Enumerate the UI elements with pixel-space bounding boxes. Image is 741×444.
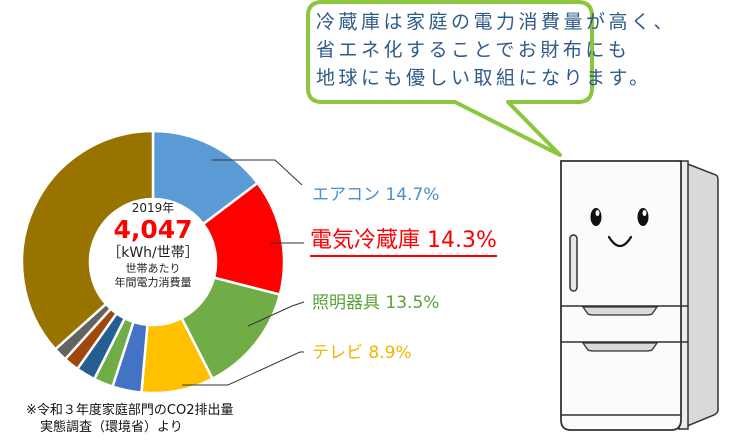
bubble-line-2: 省エネ化することでお財布にも — [316, 39, 631, 61]
donut-slice-9 — [20, 129, 155, 352]
center-desc-2: 年間電力消費量 — [114, 276, 192, 289]
center-desc-1: 世帯あたり — [125, 262, 181, 275]
speech-bubble-text: 冷蔵庫は家庭の電力消費量が高く、 省エネ化することでお財布にも 地球にも優しい取… — [316, 8, 677, 92]
drawer-handle-1 — [581, 306, 659, 316]
source-line-1: ※令和３年度家庭部門のCO2排出量 — [26, 403, 234, 418]
donut-slices — [20, 129, 286, 395]
fridge-door-handle — [569, 234, 578, 292]
fridge-eye-left — [590, 208, 602, 226]
donut-center-label: 2019年 4,047 ［kWh/世帯］ 世帯あたり 年間電力消費量 — [93, 200, 213, 290]
center-unit: ［kWh/世帯］ — [107, 245, 199, 261]
bubble-line-1: 冷蔵庫は家庭の電力消費量が高く、 — [316, 11, 677, 33]
fridge-smile — [607, 235, 633, 248]
fridge-eye-right — [637, 208, 649, 226]
leader-lines — [182, 159, 305, 386]
legend-air-conditioner: エアコン 14.7% — [312, 185, 440, 205]
legend-tv: テレビ 8.9% — [312, 343, 412, 363]
drawer-handle-2 — [581, 342, 659, 352]
source-line-2: 実態調査（環境省）より — [40, 420, 183, 435]
legend-refrigerator: 電気冷蔵庫 14.3% — [310, 228, 497, 257]
bubble-line-3: 地球にも優しい取組になります。 — [316, 67, 652, 89]
source-note: ※令和３年度家庭部門のCO2排出量 実態調査（環境省）より — [26, 402, 233, 436]
legend-lighting: 照明器具 13.5% — [312, 293, 440, 313]
center-year: 2019年 — [131, 201, 175, 215]
center-total-value: 4,047 — [113, 215, 193, 244]
